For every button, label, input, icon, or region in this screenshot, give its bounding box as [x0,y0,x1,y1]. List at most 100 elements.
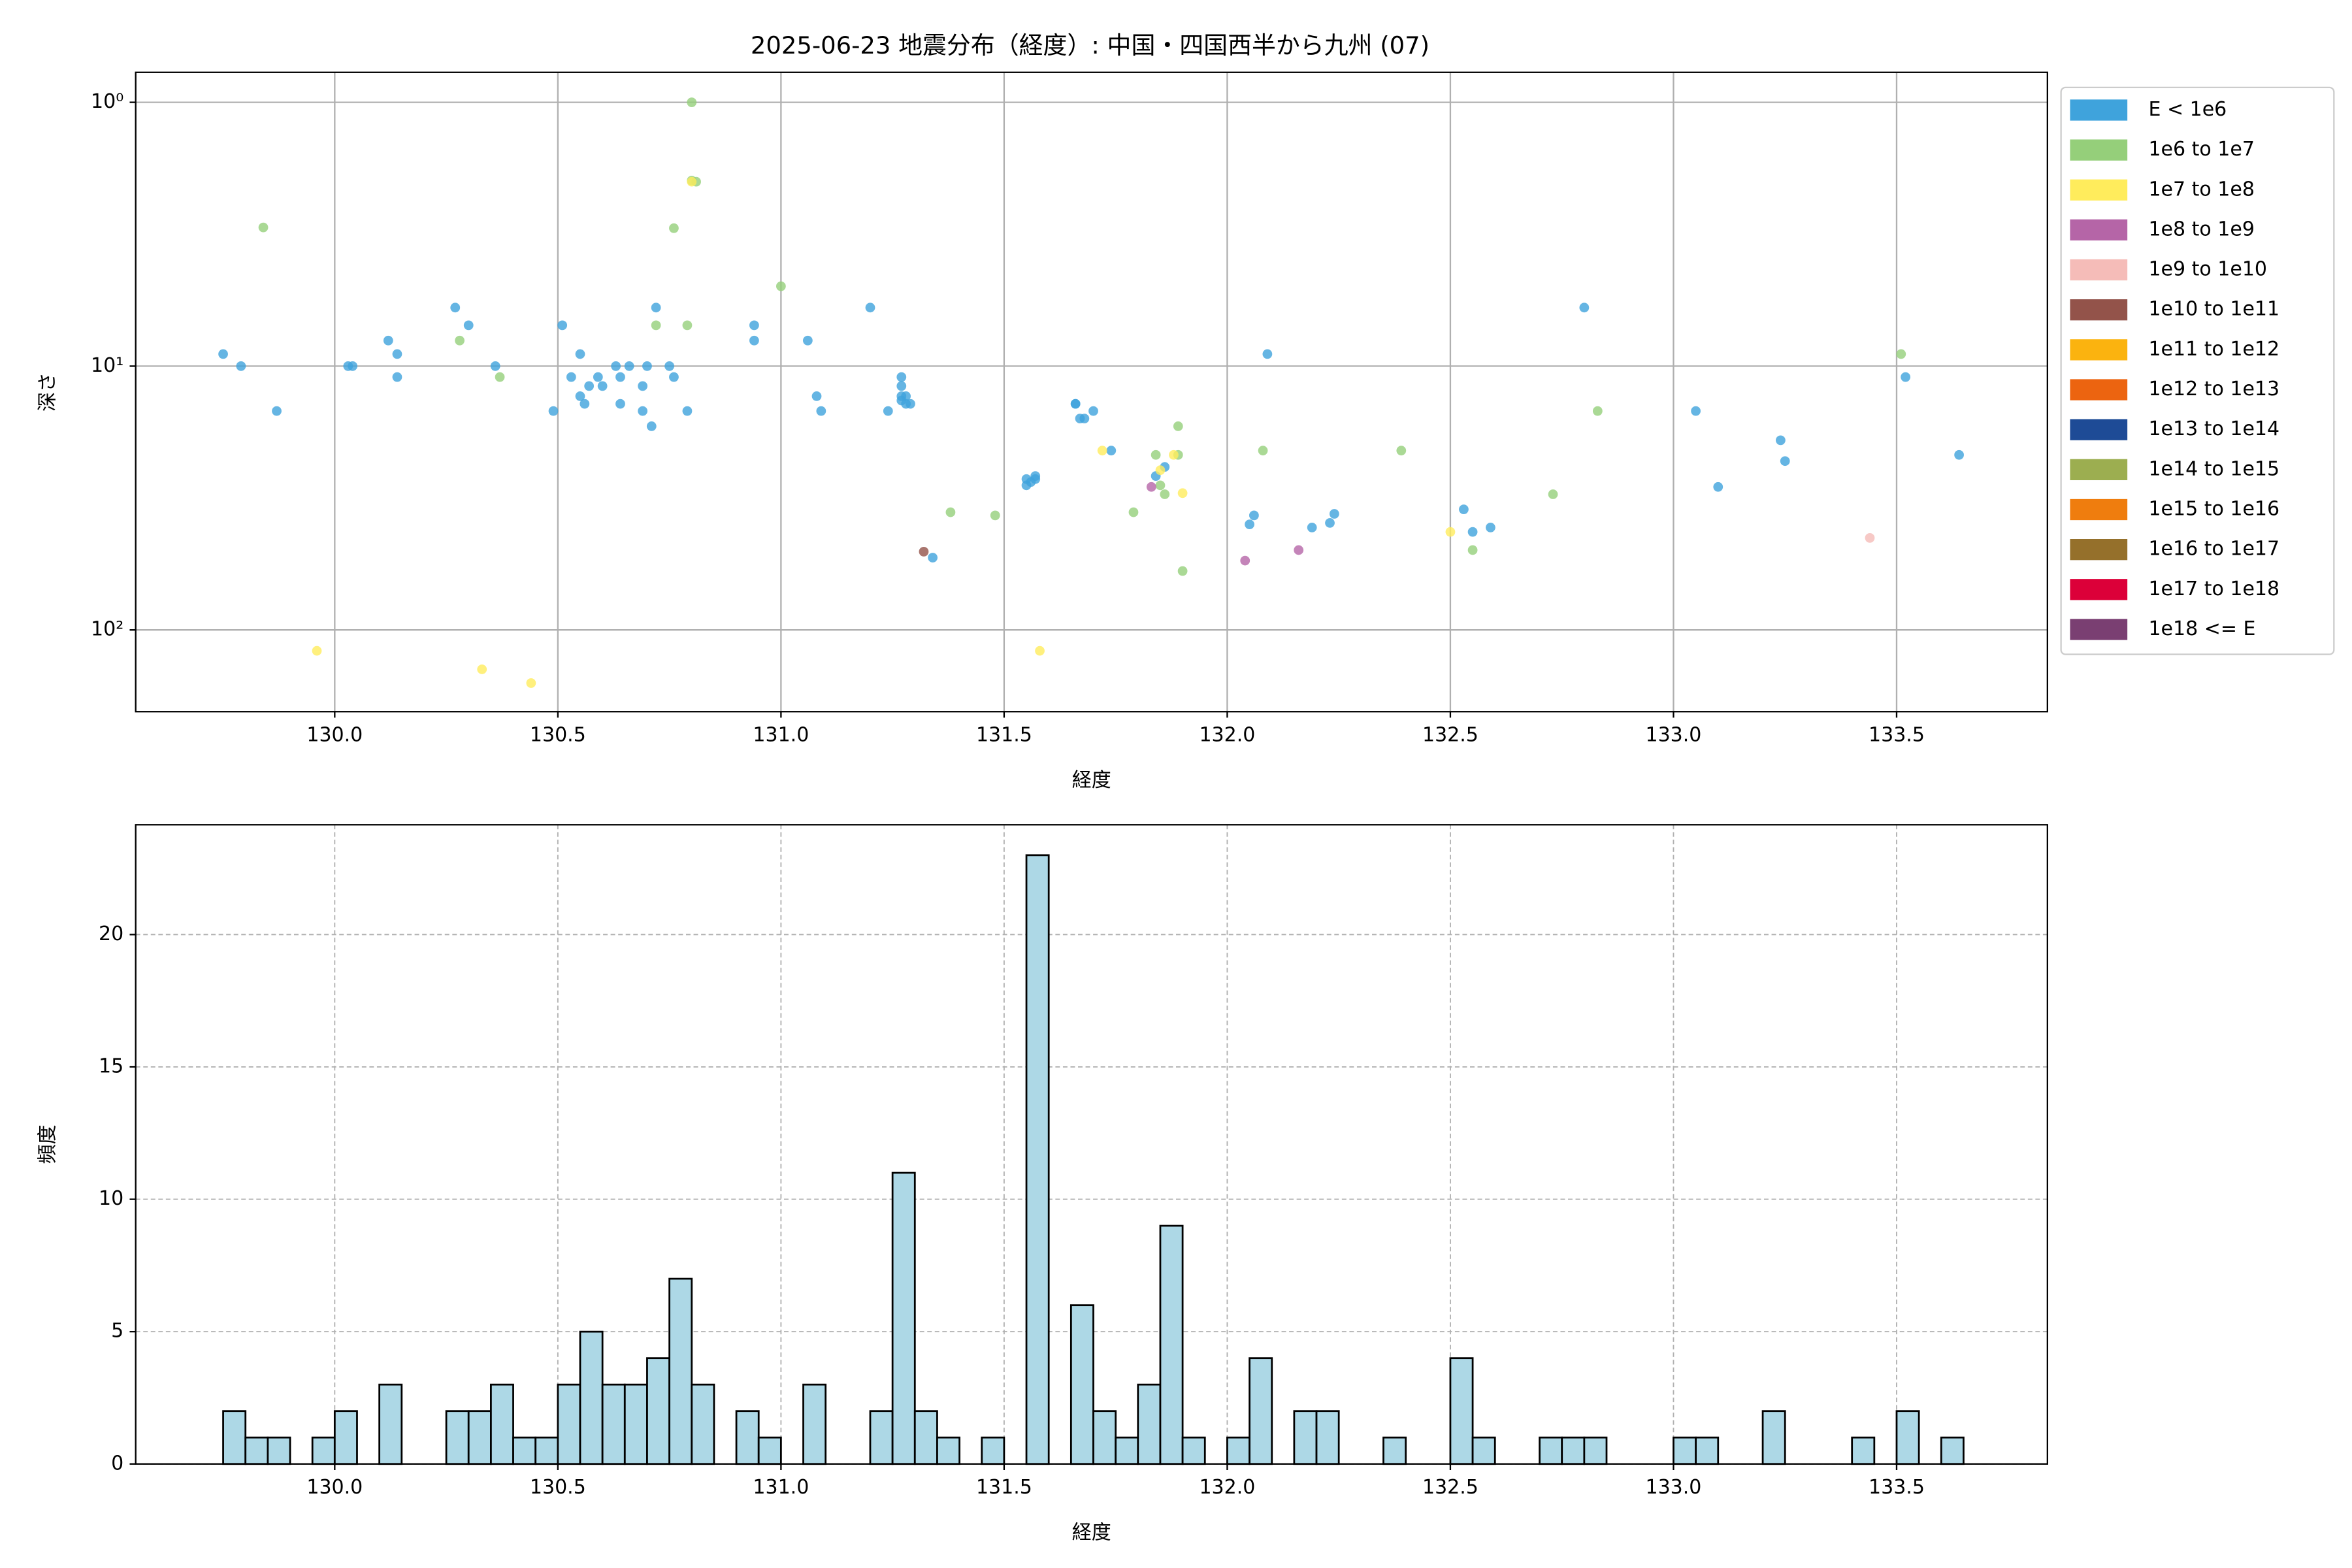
scatter-point [1097,446,1107,456]
scatter-point [392,372,402,382]
histogram-bar [1761,1410,1786,1465]
scatter-point [1262,349,1273,359]
scatter-point [383,335,393,346]
scatter-point [236,361,246,371]
scatter-point [272,406,282,416]
histogram-bar [557,1383,581,1465]
scatter-point [1467,527,1478,537]
y-tick-label: 20 [99,923,123,945]
legend-label: 1e14 to 1e15 [2148,457,2279,480]
legend-swatch [2070,619,2128,640]
histogram-bar [222,1410,247,1465]
legend-swatch [2070,139,2128,161]
scatter-point [896,372,907,382]
x-tick-label: 131.0 [753,724,809,747]
scatter-point [1294,545,1304,555]
legend-swatch [2070,99,2128,121]
scatter-point [1548,489,1558,499]
scatter-point [928,553,938,563]
scatter-point [455,335,465,346]
scatter-point [1177,488,1188,498]
scatter-point [615,372,625,382]
scatter-point [1776,435,1786,446]
histogram-bar [534,1436,559,1465]
x-tick-label: 133.5 [1869,724,1925,747]
scatter-point [802,335,813,346]
scatter-point [816,406,826,416]
x-tick-label: 132.5 [1422,1476,1478,1499]
legend-swatch [2070,459,2128,480]
scatter-point [392,349,402,359]
histogram-bar [579,1330,604,1465]
scatter-point [990,510,1000,521]
histogram-bar [333,1410,358,1465]
scatter-point [1865,533,1875,543]
legend-label: 1e15 to 1e16 [2148,498,2279,521]
scatter-point [575,391,585,401]
x-tick-label: 131.5 [976,724,1032,747]
histogram-bar [913,1410,938,1465]
histogram-bar [1471,1436,1496,1465]
scatter-point [776,281,786,291]
scatter-point [615,399,625,409]
scatter-point [906,399,915,409]
x-axis-label: 経度 [1072,1521,1111,1544]
scatter-point [1329,509,1339,519]
legend-label: 1e8 to 1e9 [2148,218,2254,240]
scatter-point [1160,489,1170,499]
histogram-bar [244,1436,269,1465]
x-tick-label: 133.0 [1646,1476,1702,1499]
y-tick-label: 10¹ [91,354,123,377]
histogram-bar [891,1171,916,1465]
scatter-point [1467,545,1478,555]
scatter-point [1030,471,1041,482]
scatter-point [1396,446,1407,456]
scatter-point [811,391,822,401]
histogram-bar [1449,1357,1474,1465]
legend-swatch [2070,579,2128,600]
y-tick-label: 10 [99,1187,123,1210]
scatter-point [1155,465,1166,476]
scatter-point [651,320,661,331]
histogram-bar [691,1383,715,1465]
x-tick-label: 132.5 [1422,724,1478,747]
x-tick-label: 132.0 [1199,1476,1255,1499]
x-tick-label: 133.5 [1869,1476,1925,1499]
scatter-point [1258,446,1268,456]
histogram-bar [1025,854,1050,1465]
histogram-bar [467,1410,492,1465]
scatter-point [1169,449,1179,460]
scatter-point [669,223,679,233]
y-tick-label: 10⁰ [91,90,123,113]
scatter-point [687,97,697,107]
scatter-point [1901,372,1911,382]
scatter-point [348,361,358,371]
chart-title: 2025-06-23 地震分布（経度）: 中国・四国西半から九州 (07) [751,31,1429,59]
scatter-point [865,302,875,313]
scatter-point [1249,510,1259,521]
y-axis-label: 深さ [36,372,59,412]
scatter-point [1079,414,1090,424]
histogram-bar [735,1410,760,1465]
histogram-bar [646,1357,670,1465]
scatter-point [883,406,893,416]
scatter-point [1088,406,1098,416]
scatter-point [312,645,322,656]
scatter-point [1579,302,1590,313]
scatter-point [682,320,693,331]
scatter-point [548,406,559,416]
scatter-point [597,381,608,391]
scatter-point [1459,504,1469,514]
histogram-bar [623,1383,648,1465]
legend-swatch [2070,379,2128,400]
histogram-bar [1382,1436,1407,1465]
scatter-point [1691,406,1701,416]
histogram-bar [1159,1224,1184,1465]
scatter-point [1713,482,1723,492]
scatter-point [557,320,568,331]
legend-label: 1e11 to 1e12 [2148,338,2279,361]
scatter-point [669,372,679,382]
scatter-point [463,320,474,331]
